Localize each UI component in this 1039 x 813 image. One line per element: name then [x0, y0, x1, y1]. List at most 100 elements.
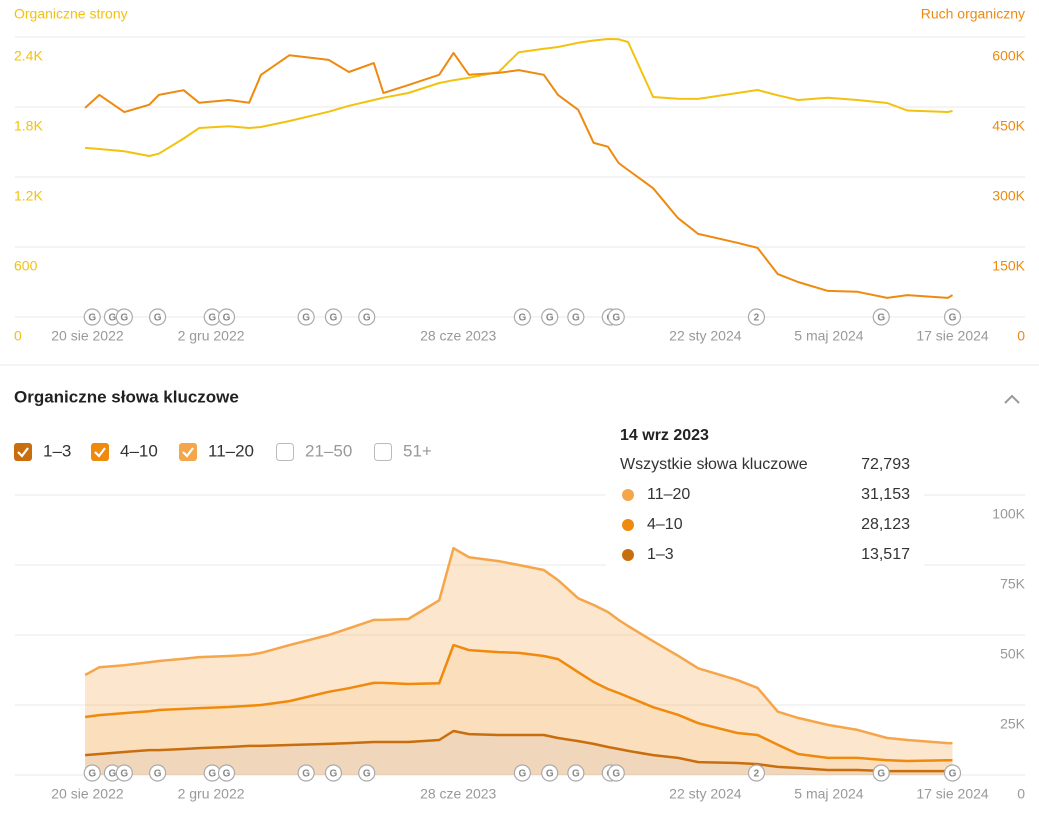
- legend-checkbox[interactable]: 1–3: [14, 441, 71, 461]
- marker-circle[interactable]: [513, 308, 531, 326]
- update-marker[interactable]: 2: [747, 764, 766, 782]
- collapse-toggle[interactable]: [1004, 394, 1020, 404]
- update-marker[interactable]: G: [148, 764, 167, 782]
- update-marker[interactable]: G: [607, 308, 625, 326]
- x-tick-label: 22 sty 2024: [669, 328, 742, 344]
- update-marker[interactable]: G: [943, 764, 962, 782]
- tooltip-box: [606, 418, 924, 570]
- tooltip-dot: [622, 489, 634, 501]
- marker-circle[interactable]: [83, 308, 101, 326]
- update-marker[interactable]: G: [567, 308, 585, 326]
- marker-circle[interactable]: [607, 764, 625, 782]
- marker-label: G: [546, 769, 554, 780]
- marker-circle[interactable]: [872, 308, 890, 326]
- marker-circle[interactable]: [324, 308, 343, 326]
- tooltip-dot: [622, 549, 634, 561]
- marker-label: G: [109, 313, 117, 324]
- y-tick-label: 25K: [1000, 716, 1026, 732]
- x-tick-label: 5 maj 2024: [794, 328, 863, 344]
- y-tick-label: 1.2K: [14, 188, 43, 204]
- marker-circle[interactable]: [217, 308, 236, 326]
- marker-label: G: [208, 313, 216, 324]
- marker-circle[interactable]: [297, 764, 315, 782]
- marker-circle[interactable]: [567, 764, 585, 782]
- marker-label: G: [223, 313, 231, 324]
- marker-circle[interactable]: [358, 308, 376, 326]
- marker-circle[interactable]: [115, 308, 133, 326]
- update-marker[interactable]: G: [217, 308, 236, 326]
- marker-label: G: [612, 313, 620, 324]
- update-marker[interactable]: G: [358, 764, 376, 782]
- x-tick-label: 28 cze 2023: [420, 328, 496, 344]
- marker-circle[interactable]: [567, 308, 585, 326]
- update-marker[interactable]: 2: [747, 308, 766, 326]
- update-marker[interactable]: G: [358, 308, 376, 326]
- marker-circle[interactable]: [607, 308, 625, 326]
- marker-circle[interactable]: [541, 308, 559, 326]
- tooltip-dot: [622, 519, 634, 531]
- marker-circle[interactable]: [872, 764, 890, 782]
- update-marker[interactable]: G: [567, 764, 585, 782]
- checkmark: [182, 447, 194, 458]
- update-marker[interactable]: G: [115, 764, 133, 782]
- marker-label: G: [302, 769, 310, 780]
- marker-circle[interactable]: [83, 764, 101, 782]
- checkbox[interactable]: [179, 443, 197, 461]
- update-marker[interactable]: G: [297, 764, 315, 782]
- update-marker[interactable]: G: [324, 308, 343, 326]
- legend-checkbox[interactable]: 21–50: [276, 441, 353, 461]
- update-marker[interactable]: G: [513, 764, 531, 782]
- update-marker[interactable]: G: [541, 764, 559, 782]
- checkbox[interactable]: [374, 443, 392, 461]
- update-marker[interactable]: G: [203, 308, 221, 326]
- x-tick-label: 17 sie 2024: [916, 786, 989, 802]
- update-marker[interactable]: G: [872, 308, 890, 326]
- checkbox[interactable]: [14, 443, 32, 461]
- x-tick-label: 28 cze 2023: [420, 786, 496, 802]
- marker-circle[interactable]: [358, 764, 376, 782]
- update-marker[interactable]: G: [541, 308, 559, 326]
- legend-label: 21–50: [305, 441, 352, 460]
- update-marker[interactable]: G: [103, 308, 122, 326]
- update-marker[interactable]: G: [324, 764, 343, 782]
- checkbox[interactable]: [276, 443, 294, 461]
- marker-circle[interactable]: [943, 308, 962, 326]
- y-tick-label: 100K: [992, 506, 1025, 522]
- marker-circle[interactable]: [541, 764, 559, 782]
- update-marker[interactable]: G: [607, 764, 625, 782]
- update-marker[interactable]: G: [943, 308, 962, 326]
- x-tick-label: 22 sty 2024: [669, 786, 742, 802]
- update-marker[interactable]: G: [297, 308, 315, 326]
- y-tick-label: 1.8K: [14, 118, 43, 134]
- checkbox[interactable]: [91, 443, 109, 461]
- update-marker[interactable]: G: [217, 764, 236, 782]
- update-marker[interactable]: G: [872, 764, 890, 782]
- marker-label: G: [154, 313, 162, 324]
- legend-checkbox[interactable]: 11–20: [179, 441, 254, 461]
- marker-circle[interactable]: [747, 764, 766, 782]
- marker-circle[interactable]: [324, 764, 343, 782]
- legend-checkbox[interactable]: 51+: [374, 441, 432, 461]
- tooltip-value: 28,123: [861, 516, 910, 533]
- update-marker[interactable]: G: [115, 308, 133, 326]
- y-tick-label: 75K: [1000, 576, 1026, 592]
- y-tick-label: 0: [14, 328, 22, 344]
- marker-label: 2: [754, 769, 760, 780]
- marker-label: G: [223, 769, 231, 780]
- marker-circle[interactable]: [297, 308, 315, 326]
- right-axis-title: Ruch organiczny: [921, 6, 1025, 22]
- marker-circle[interactable]: [148, 764, 167, 782]
- update-marker[interactable]: G: [148, 308, 167, 326]
- update-marker[interactable]: G: [203, 764, 221, 782]
- marker-circle[interactable]: [513, 764, 531, 782]
- update-marker[interactable]: G: [83, 764, 101, 782]
- marker-circle[interactable]: [217, 764, 236, 782]
- marker-circle[interactable]: [148, 308, 167, 326]
- marker-circle[interactable]: [943, 764, 962, 782]
- marker-circle[interactable]: [747, 308, 766, 326]
- legend-checkbox[interactable]: 4–10: [91, 441, 158, 461]
- update-marker[interactable]: G: [83, 308, 101, 326]
- update-marker[interactable]: G: [513, 308, 531, 326]
- marker-circle[interactable]: [115, 764, 133, 782]
- marker-label: G: [154, 769, 162, 780]
